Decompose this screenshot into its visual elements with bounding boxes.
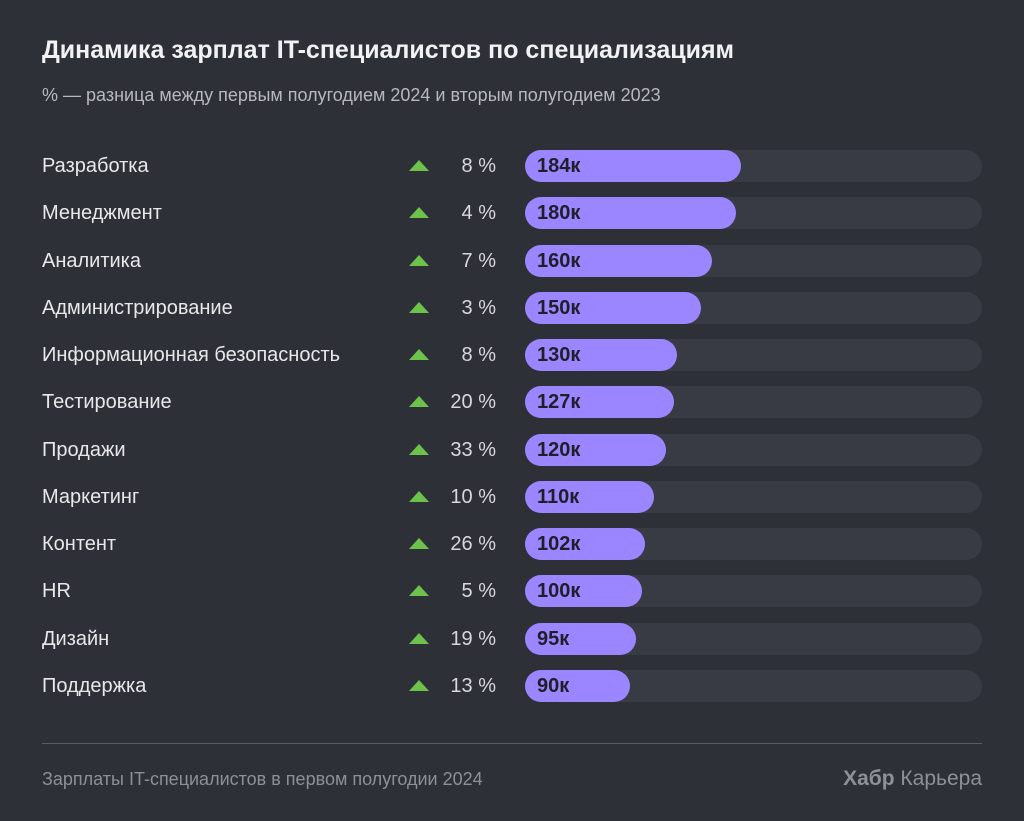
change-label: 8 % xyxy=(461,155,496,177)
bar xyxy=(525,339,678,372)
triangle-up-icon xyxy=(409,254,429,266)
bar-row: HR 5 % 100к xyxy=(0,575,1024,608)
category-label: Дизайн xyxy=(42,627,110,650)
value-label: 130к xyxy=(537,344,581,367)
bar-row: Маркетинг 10 % 110к xyxy=(0,480,1024,513)
change-label: 13 % xyxy=(450,674,496,697)
bar xyxy=(525,433,666,466)
bar xyxy=(525,291,701,324)
triangle-up-icon xyxy=(409,443,429,455)
category-label: Менеджмент xyxy=(42,202,162,225)
change-label: 33 % xyxy=(450,438,496,461)
chart-title: Динамика зарплат IT-специалистов по спец… xyxy=(42,36,735,64)
value-label: 102к xyxy=(537,533,581,556)
triangle-up-icon xyxy=(409,585,429,597)
chart-subtitle: % — разница между первым полугодием 2024… xyxy=(42,85,661,105)
value-label: 95к xyxy=(537,627,570,650)
triangle-up-icon xyxy=(409,349,429,361)
triangle-up-icon xyxy=(409,490,429,502)
bar xyxy=(525,575,643,608)
value-label: 127к xyxy=(537,391,581,414)
value-label: 150к xyxy=(537,296,581,319)
change-label: 5 % xyxy=(461,580,496,603)
category-label: Информационная безопасность xyxy=(42,344,341,367)
bar-row: Поддержка 13 % 90к xyxy=(0,669,1024,702)
footnote: Зарплаты IT-специалистов в первом полуго… xyxy=(42,769,483,789)
triangle-up-icon xyxy=(409,301,429,313)
divider xyxy=(42,743,982,744)
value-label: 120к xyxy=(537,438,581,461)
change-label: 19 % xyxy=(450,627,496,650)
change-label: 7 % xyxy=(461,249,496,272)
triangle-up-icon xyxy=(409,632,429,644)
category-label: Тестирование xyxy=(42,391,172,414)
change-label: 8 % xyxy=(461,344,496,367)
brand-bold: Хабр xyxy=(843,767,895,790)
bar-row: Администрирование 3 % 150к xyxy=(0,291,1024,324)
bar-row: Продажи 33 % 120к xyxy=(0,433,1024,466)
category-label: Аналитика xyxy=(42,249,141,272)
bar-row: Дизайн 19 % 95к xyxy=(0,622,1024,655)
triangle-up-icon xyxy=(409,396,429,408)
change-label: 20 % xyxy=(450,391,496,414)
value-label: 100к xyxy=(537,580,581,603)
brand-logo: Хабр Карьера xyxy=(843,767,982,791)
category-label: Администрирование xyxy=(42,296,233,319)
category-label: Поддержка xyxy=(42,674,147,697)
bar-row: Разработка 8 % 184к xyxy=(0,150,1024,182)
category-label: Маркетинг xyxy=(42,485,140,508)
bar xyxy=(525,480,654,513)
bar xyxy=(525,386,674,419)
category-label: HR xyxy=(42,580,71,603)
bar xyxy=(525,150,741,182)
category-label: Разработка xyxy=(42,155,149,177)
bar-row: Контент 26 % 102к xyxy=(0,528,1024,561)
change-label: 10 % xyxy=(450,485,496,508)
bar xyxy=(525,669,631,702)
bar-row: Информационная безопасность 8 % 130к xyxy=(0,339,1024,372)
change-label: 4 % xyxy=(461,202,496,225)
triangle-up-icon xyxy=(409,679,429,691)
change-label: 26 % xyxy=(450,533,496,556)
bar xyxy=(525,528,645,561)
value-label: 184к xyxy=(537,155,581,177)
bar xyxy=(525,622,637,655)
value-label: 160к xyxy=(537,249,581,272)
category-label: Контент xyxy=(42,533,117,556)
category-label: Продажи xyxy=(42,438,126,461)
triangle-up-icon xyxy=(409,160,429,171)
value-label: 90к xyxy=(537,674,570,697)
bar xyxy=(525,197,736,230)
bar-row: Менеджмент 4 % 180к xyxy=(0,197,1024,230)
value-label: 110к xyxy=(537,485,580,508)
brand-regular: Карьера xyxy=(900,767,982,790)
triangle-up-icon xyxy=(409,538,429,550)
triangle-up-icon xyxy=(409,207,429,219)
change-label: 3 % xyxy=(461,296,496,319)
bar-row: Тестирование 20 % 127к xyxy=(0,386,1024,419)
bar xyxy=(525,244,713,277)
value-label: 180к xyxy=(537,202,581,225)
bar-row: Аналитика 7 % 160к xyxy=(0,244,1024,277)
